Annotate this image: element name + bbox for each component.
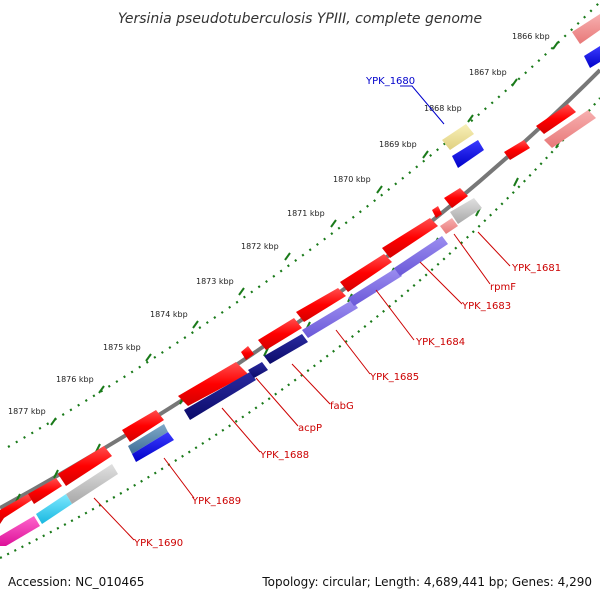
callout-lines xyxy=(93,85,511,541)
topology-text: Topology: circular; Length: 4,689,441 bp… xyxy=(261,575,592,589)
gene-arrow[interactable] xyxy=(28,478,62,504)
gene-arrow[interactable] xyxy=(184,372,256,420)
gene-label[interactable]: YPK_1688 xyxy=(259,450,309,461)
gene-label[interactable]: YPK_1685 xyxy=(369,372,419,383)
gene-arrow[interactable] xyxy=(258,318,302,350)
reverse-genes xyxy=(0,198,482,546)
ruler-label: 1868 kbp xyxy=(424,104,462,113)
gene-label[interactable]: YPK_1690 xyxy=(133,538,183,549)
gene-arrow[interactable] xyxy=(128,424,168,454)
gene-arrow[interactable] xyxy=(0,494,32,524)
gene-arrow[interactable] xyxy=(504,140,530,160)
gene-arrow[interactable] xyxy=(572,14,600,44)
gene-label[interactable]: YPK_1681 xyxy=(511,263,561,274)
gene-label[interactable]: acpP xyxy=(298,423,322,434)
gene-arrow[interactable] xyxy=(132,432,174,462)
gene-arrow[interactable] xyxy=(36,494,72,524)
gene-arrow[interactable] xyxy=(248,362,268,378)
gene-arrow[interactable] xyxy=(442,124,474,150)
gene-arrow[interactable] xyxy=(0,516,40,546)
gene-label[interactable]: rpmF xyxy=(490,282,516,293)
gene-arrow[interactable] xyxy=(584,46,600,68)
gene-label[interactable]: fabG xyxy=(330,401,354,412)
ruler-label: 1871 kbp xyxy=(287,209,325,218)
gene-arrow[interactable] xyxy=(394,236,448,276)
ruler-label: 1867 kbp xyxy=(469,68,507,77)
accession-text: Accession: NC_010465 xyxy=(8,575,144,589)
gene-arrow[interactable] xyxy=(440,218,458,234)
gene-label[interactable]: YPK_1684 xyxy=(415,337,465,348)
gene-arrow[interactable] xyxy=(348,268,402,306)
ruler-label: 1869 kbp xyxy=(379,140,417,149)
ruler-label: 1870 kbp xyxy=(333,175,371,184)
gene-label[interactable]: YPK_1689 xyxy=(191,496,241,507)
gene-arrow[interactable] xyxy=(178,362,248,406)
gene-arrow[interactable] xyxy=(450,198,482,224)
genome-title: Yersinia pseudotuberculosis YPIII, compl… xyxy=(118,11,482,27)
ruler-label: 1876 kbp xyxy=(56,375,94,384)
gene-arrow[interactable] xyxy=(66,464,118,504)
gene-arrow[interactable] xyxy=(452,140,484,168)
ruler-label: 1872 kbp xyxy=(241,242,279,251)
gene-arrow[interactable] xyxy=(544,110,596,148)
gene-arrow[interactable] xyxy=(444,188,468,208)
gene-arrow[interactable] xyxy=(241,346,254,360)
gene-arrow[interactable] xyxy=(122,410,164,442)
gene-label[interactable]: YPK_1680 xyxy=(365,76,415,87)
ruler-ticks xyxy=(50,41,559,426)
ruler-label: 1874 kbp xyxy=(150,310,188,319)
gene-arrow[interactable] xyxy=(382,218,438,258)
ruler-arc xyxy=(7,1,600,448)
gene-arrow[interactable] xyxy=(432,206,442,218)
gene-arrow[interactable] xyxy=(536,104,576,134)
ruler-label: 1866 kbp xyxy=(512,32,550,41)
gene-arrow[interactable] xyxy=(264,334,308,364)
gene-arrow[interactable] xyxy=(296,288,346,322)
gene-arrow[interactable] xyxy=(340,254,392,292)
gene-labels: YPK_1680 YPK_1681 rpmF YPK_1683 YPK_1684… xyxy=(133,76,561,549)
ruler-labels: 1866 kbp 1867 kbp 1868 kbp 1869 kbp 1870… xyxy=(8,32,550,416)
gene-arrow[interactable] xyxy=(58,446,112,486)
ruler-label: 1877 kbp xyxy=(8,407,46,416)
gene-arrow[interactable] xyxy=(302,300,358,338)
ruler-label: 1875 kbp xyxy=(103,343,141,352)
gene-label[interactable]: YPK_1683 xyxy=(461,301,511,312)
forward-genes xyxy=(0,14,600,524)
ruler-label: 1873 kbp xyxy=(196,277,234,286)
